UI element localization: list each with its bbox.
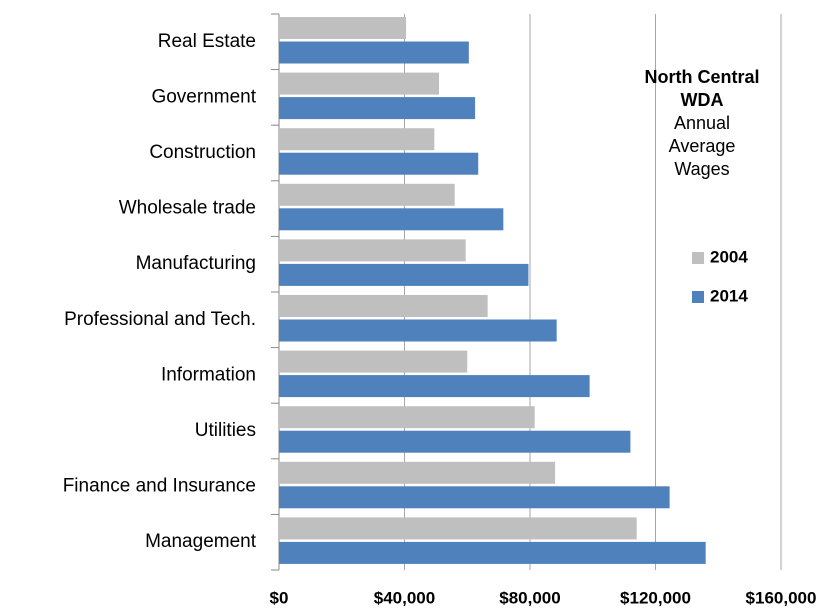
bar: [279, 128, 435, 151]
y-tick-label: Manufacturing: [136, 253, 256, 274]
bar: [279, 97, 476, 120]
y-tick-label: Construction: [149, 142, 256, 163]
legend-label: 2004: [710, 247, 748, 266]
chart-subtitle: Average: [669, 136, 736, 156]
legend-label: 2014: [710, 286, 748, 305]
bar: [279, 541, 706, 564]
y-tick-label: Government: [151, 86, 256, 107]
bar: [279, 406, 535, 429]
bar: [279, 375, 590, 398]
x-tick-label: $80,000: [499, 588, 560, 607]
y-tick-label: Utilities: [195, 420, 256, 441]
x-tick-label: $40,000: [374, 588, 435, 607]
bar: [279, 17, 407, 39]
legend-swatch: [692, 252, 704, 264]
bar: [279, 239, 466, 262]
bar: [279, 461, 556, 484]
chart-title: WDA: [681, 90, 724, 110]
legend-swatch: [692, 291, 704, 303]
bar: [279, 319, 557, 342]
bar: [279, 72, 440, 95]
bar: [279, 295, 488, 317]
bar: [279, 41, 469, 64]
chart-subtitle: Annual: [674, 113, 730, 133]
bar: [279, 430, 631, 453]
y-tick-label: Finance and Insurance: [63, 476, 256, 497]
x-tick-label: $160,000: [746, 588, 817, 607]
x-tick-label: $0: [270, 588, 289, 607]
bar: [279, 486, 670, 509]
chart-subtitle: Wages: [674, 159, 729, 179]
y-tick-label: Real Estate: [158, 31, 256, 52]
y-tick-label: Management: [145, 531, 257, 552]
bar: [279, 152, 479, 175]
y-tick-label: Information: [161, 364, 256, 385]
chart-title: North Central: [644, 67, 759, 87]
bar: [279, 350, 468, 373]
x-tick-label: $120,000: [620, 588, 691, 607]
bar: [279, 263, 529, 286]
bar: [279, 517, 637, 540]
y-tick-label: Professional and Tech.: [64, 309, 256, 330]
bar: [279, 208, 504, 231]
y-tick-label: Wholesale trade: [119, 198, 256, 219]
bar: [279, 183, 455, 206]
